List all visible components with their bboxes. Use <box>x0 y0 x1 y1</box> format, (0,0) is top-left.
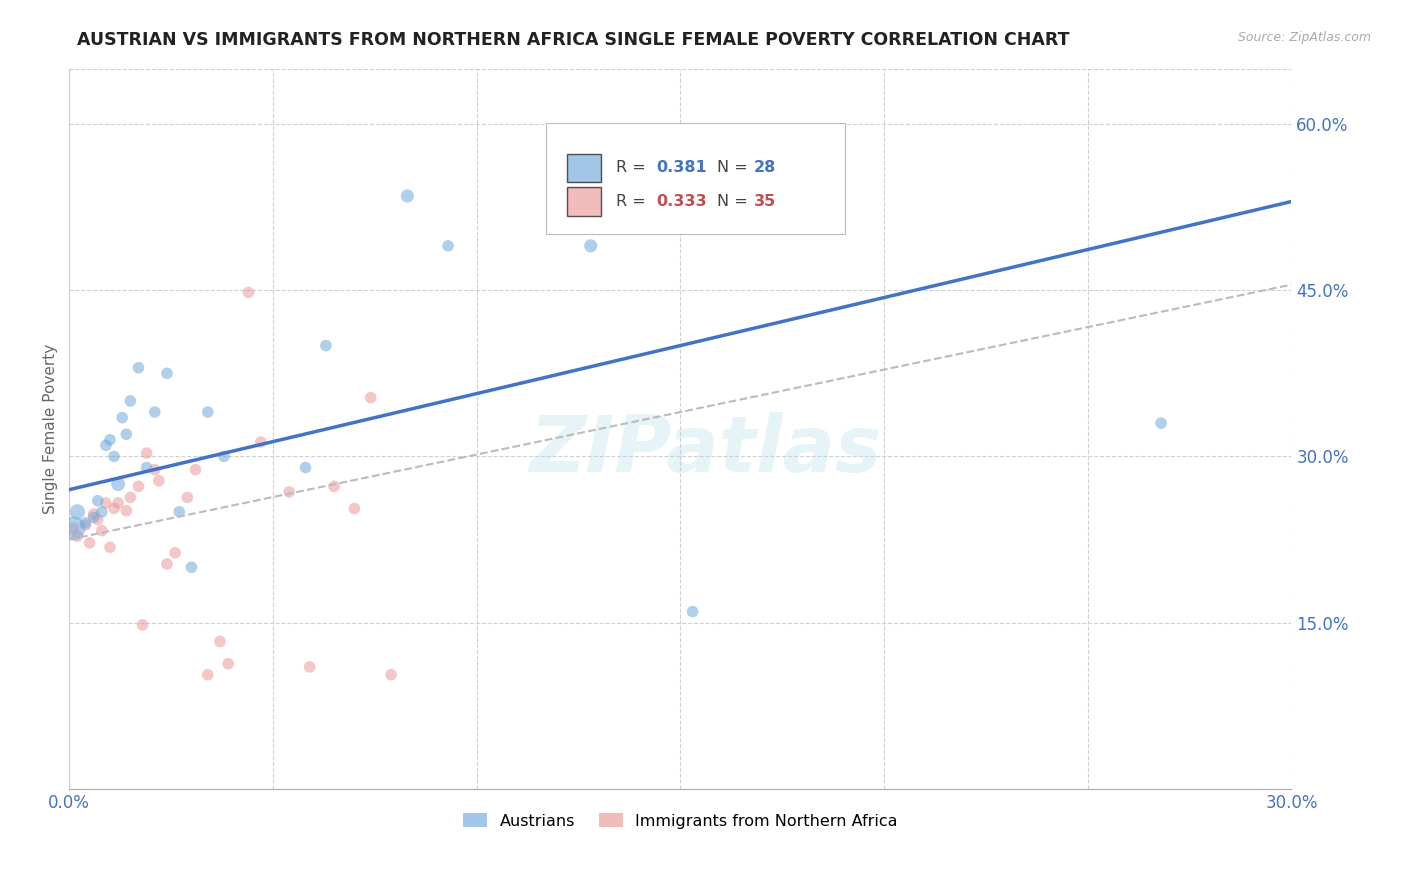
Point <box>148 474 170 488</box>
Point <box>208 634 231 648</box>
Point <box>62 521 84 535</box>
Point <box>127 360 149 375</box>
Point <box>79 536 101 550</box>
Point <box>87 493 110 508</box>
Point <box>176 491 198 505</box>
Point <box>143 405 166 419</box>
Point <box>437 239 460 253</box>
Text: 0.333: 0.333 <box>657 194 707 210</box>
Point <box>62 521 84 535</box>
Point <box>682 605 704 619</box>
Point <box>107 477 129 491</box>
Point <box>294 460 316 475</box>
Point <box>75 518 97 533</box>
Point <box>343 501 366 516</box>
Text: ZIPatlas: ZIPatlas <box>529 412 882 488</box>
Point <box>135 460 157 475</box>
Text: R =: R = <box>616 161 651 176</box>
Text: Source: ZipAtlas.com: Source: ZipAtlas.com <box>1237 31 1371 45</box>
Point <box>156 366 179 380</box>
FancyBboxPatch shape <box>546 122 845 235</box>
Point <box>298 660 321 674</box>
Point <box>197 667 219 681</box>
FancyBboxPatch shape <box>567 187 600 216</box>
Point <box>167 505 190 519</box>
Point <box>323 479 346 493</box>
Point <box>278 484 301 499</box>
Point <box>87 512 110 526</box>
Point <box>184 463 207 477</box>
Point <box>120 491 142 505</box>
Point <box>249 435 271 450</box>
Point <box>66 505 89 519</box>
Point <box>315 338 337 352</box>
Text: 35: 35 <box>754 194 776 210</box>
Point <box>579 239 602 253</box>
Text: AUSTRIAN VS IMMIGRANTS FROM NORTHERN AFRICA SINGLE FEMALE POVERTY CORRELATION CH: AUSTRIAN VS IMMIGRANTS FROM NORTHERN AFR… <box>77 31 1070 49</box>
Point <box>1150 416 1173 430</box>
Point <box>135 446 157 460</box>
Point <box>120 394 142 409</box>
Point <box>360 391 382 405</box>
Point <box>98 541 121 555</box>
Y-axis label: Single Female Poverty: Single Female Poverty <box>44 343 58 514</box>
Point <box>115 504 138 518</box>
Text: N =: N = <box>717 194 752 210</box>
Point <box>103 450 125 464</box>
Point <box>165 546 187 560</box>
Point <box>396 189 419 203</box>
Point <box>66 529 89 543</box>
Point <box>90 505 112 519</box>
Point <box>143 463 166 477</box>
Point <box>217 657 239 671</box>
Point <box>98 433 121 447</box>
Text: R =: R = <box>616 194 651 210</box>
Point <box>238 285 260 300</box>
Text: 28: 28 <box>754 161 776 176</box>
Point <box>94 438 117 452</box>
Point <box>94 496 117 510</box>
Point <box>180 560 202 574</box>
Point <box>111 410 134 425</box>
Legend: Austrians, Immigrants from Northern Africa: Austrians, Immigrants from Northern Afri… <box>457 806 904 835</box>
Point <box>115 427 138 442</box>
Point <box>75 516 97 530</box>
Point <box>380 667 402 681</box>
Point <box>131 618 153 632</box>
Point <box>90 524 112 538</box>
Text: N =: N = <box>717 161 752 176</box>
Point <box>127 479 149 493</box>
FancyBboxPatch shape <box>567 153 600 182</box>
Point <box>83 507 105 521</box>
Point <box>83 510 105 524</box>
Point <box>197 405 219 419</box>
Point <box>103 501 125 516</box>
Text: 0.381: 0.381 <box>657 161 707 176</box>
Point <box>212 450 235 464</box>
Point <box>107 496 129 510</box>
Point <box>156 557 179 571</box>
